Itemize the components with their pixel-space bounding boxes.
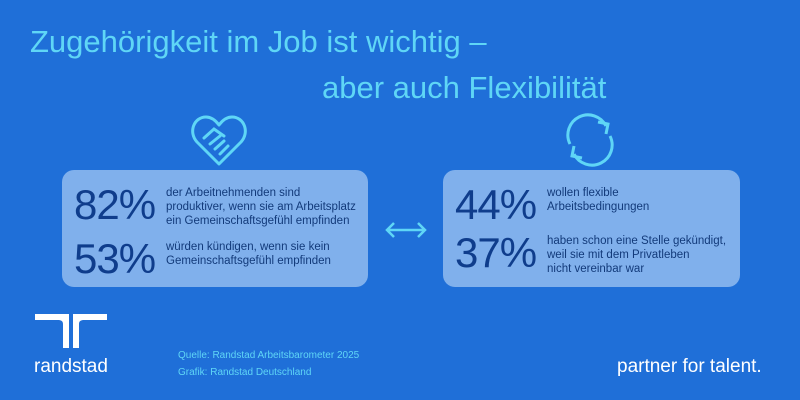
brand-name: randstad (34, 356, 108, 377)
stat-line: weil sie mit dem Privatleben (547, 249, 690, 261)
stat-line: der Arbeitnehmenden sind (166, 187, 301, 199)
stat-text: wollen flexible Arbeitsbedingungen (547, 184, 649, 214)
brand-logo (35, 314, 107, 348)
stat-panel: 44% wollen flexible Arbeitsbedingungen 3… (443, 170, 740, 287)
title-line: aber auch Flexibilität (322, 70, 607, 105)
brand-tagline: partner for talent. (617, 356, 762, 377)
stat-line: wollen flexible (547, 187, 619, 199)
source-line: Grafik: Randstad Deutschland (178, 367, 312, 378)
stat-figure: 53% (74, 235, 156, 282)
source-line: Quelle: Randstad Arbeitsbarometer 2025 (178, 350, 360, 361)
double-arrow (385, 222, 427, 238)
stat-text: würden kündigen, wenn sie kein Gemeinsch… (166, 238, 331, 268)
refresh-icon (566, 113, 614, 167)
stat-figure: 82% (74, 181, 156, 228)
stat-text: der Arbeitnehmenden sind produktiver, we… (166, 184, 356, 228)
stat: 44% wollen flexible Arbeitsbedingungen (455, 184, 649, 226)
stat-figure: 44% (455, 181, 537, 228)
stat-line: würden kündigen, wenn sie kein (166, 241, 330, 253)
stat: 37% haben schon eine Stelle gekündigt, w… (455, 232, 726, 276)
stat: 53% würden kündigen, wenn sie kein Gemei… (74, 238, 331, 280)
stat-line: ein Gemeinschaftsgefühl empfinden (166, 215, 350, 227)
title-line: Zugehörigkeit im Job ist wichtig – (30, 24, 487, 59)
stat-line: nicht vereinbar war (547, 263, 645, 275)
stat-panel: 82% der Arbeitnehmenden sind produktiver… (62, 170, 368, 287)
stat: 82% der Arbeitnehmenden sind produktiver… (74, 184, 356, 228)
stat-line: Gemeinschaftsgefühl empfinden (166, 255, 331, 267)
heart-handshake-icon (191, 115, 247, 166)
stat-figure: 37% (455, 229, 537, 276)
stat-line: haben schon eine Stelle gekündigt, (547, 235, 727, 247)
stat-text: haben schon eine Stelle gekündigt, weil … (547, 232, 726, 276)
stat-line: produktiver, wenn sie am Arbeitsplatz (166, 201, 356, 213)
stat-line: Arbeitsbedingungen (547, 201, 650, 213)
